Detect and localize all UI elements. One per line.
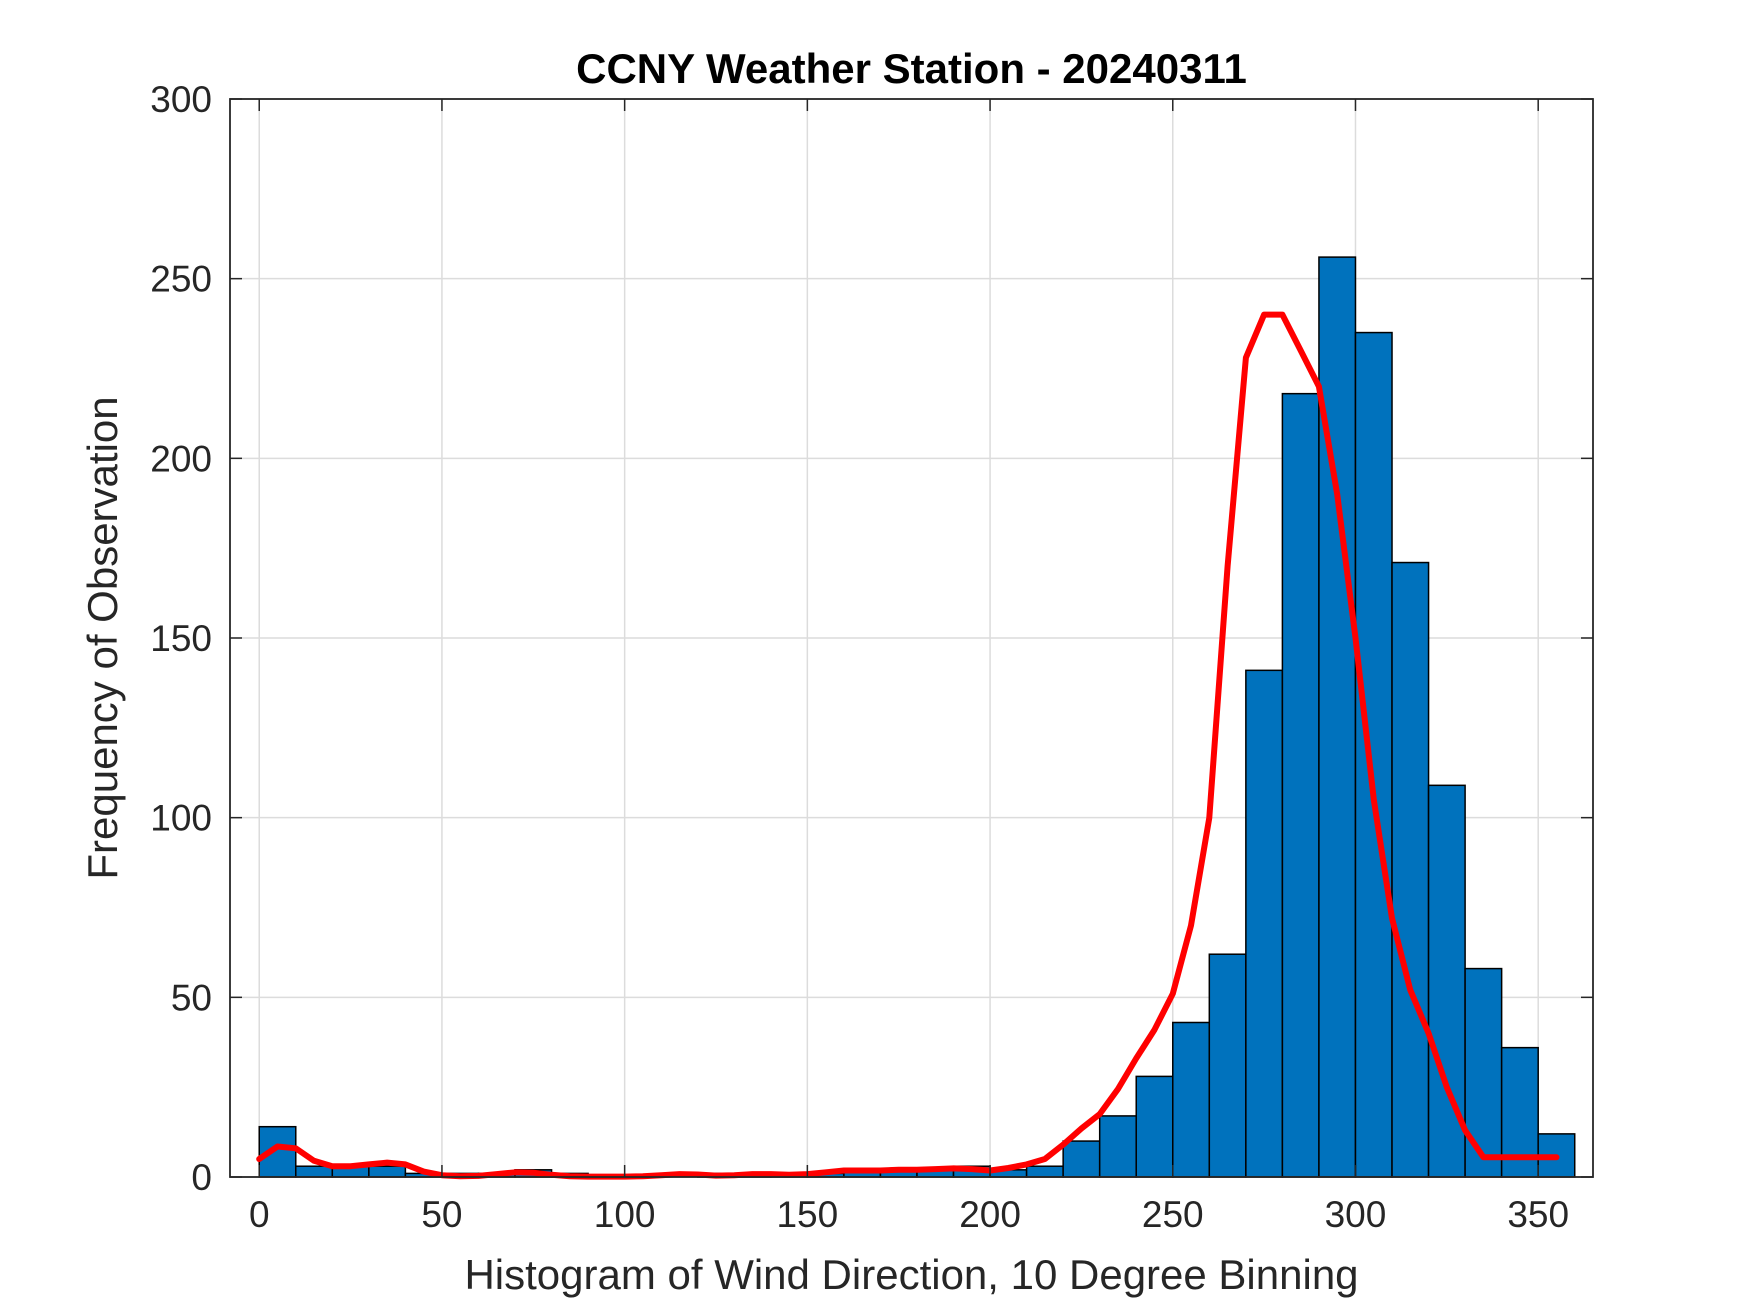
y-tick-label: 50: [171, 977, 212, 1018]
y-tick-label: 100: [150, 798, 212, 839]
x-tick-labels: 0 50 100 150 200 250 300 350: [249, 1194, 1569, 1235]
x-tick-label: 0: [249, 1194, 270, 1235]
histogram-bar: [1208, 953, 1247, 1178]
histogram-bar: [1098, 1115, 1137, 1178]
x-tick-label: 350: [1507, 1194, 1569, 1235]
histogram-bar: [1245, 669, 1284, 1178]
histogram-bar: [1354, 331, 1393, 1178]
histogram-bar: [1391, 561, 1430, 1178]
histogram-bar: [1062, 1140, 1101, 1178]
histogram-bar: [368, 1165, 407, 1178]
histogram-bar: [1172, 1021, 1211, 1178]
x-tick-label: 100: [594, 1194, 656, 1235]
plot-area-frame: [229, 98, 1594, 1178]
y-tick-label: 0: [191, 1157, 212, 1198]
x-tick-label: 200: [959, 1194, 1021, 1235]
y-tick-labels: 0 50 100 150 200 250 300: [150, 79, 212, 1198]
x-tick-label: 300: [1325, 1194, 1387, 1235]
histogram-bar: [1281, 392, 1320, 1178]
histogram-bars: [258, 256, 1576, 1178]
x-tick-label: 250: [1142, 1194, 1204, 1235]
y-tick-label: 250: [150, 259, 212, 300]
x-tick-label: 50: [421, 1194, 462, 1235]
y-tick-label: 200: [150, 438, 212, 479]
histogram-bar: [1135, 1075, 1174, 1178]
histogram-bar: [1025, 1165, 1064, 1178]
x-tick-label: 150: [776, 1194, 838, 1235]
smoothed-fit-line: [256, 311, 1560, 1180]
chart-title: CCNY Weather Station - 20240311: [576, 45, 1247, 92]
histogram-bar: [295, 1165, 334, 1178]
histogram-bar: [1318, 256, 1357, 1178]
y-tick-label: 300: [150, 79, 212, 120]
histogram-bar: [1464, 967, 1503, 1178]
y-tick-label: 150: [150, 618, 212, 659]
y-axis-label: Frequency of Observation: [79, 396, 126, 879]
smoothed-curve-layer: [256, 311, 1560, 1180]
x-axis-label: Histogram of Wind Direction, 10 Degree B…: [464, 1251, 1358, 1298]
